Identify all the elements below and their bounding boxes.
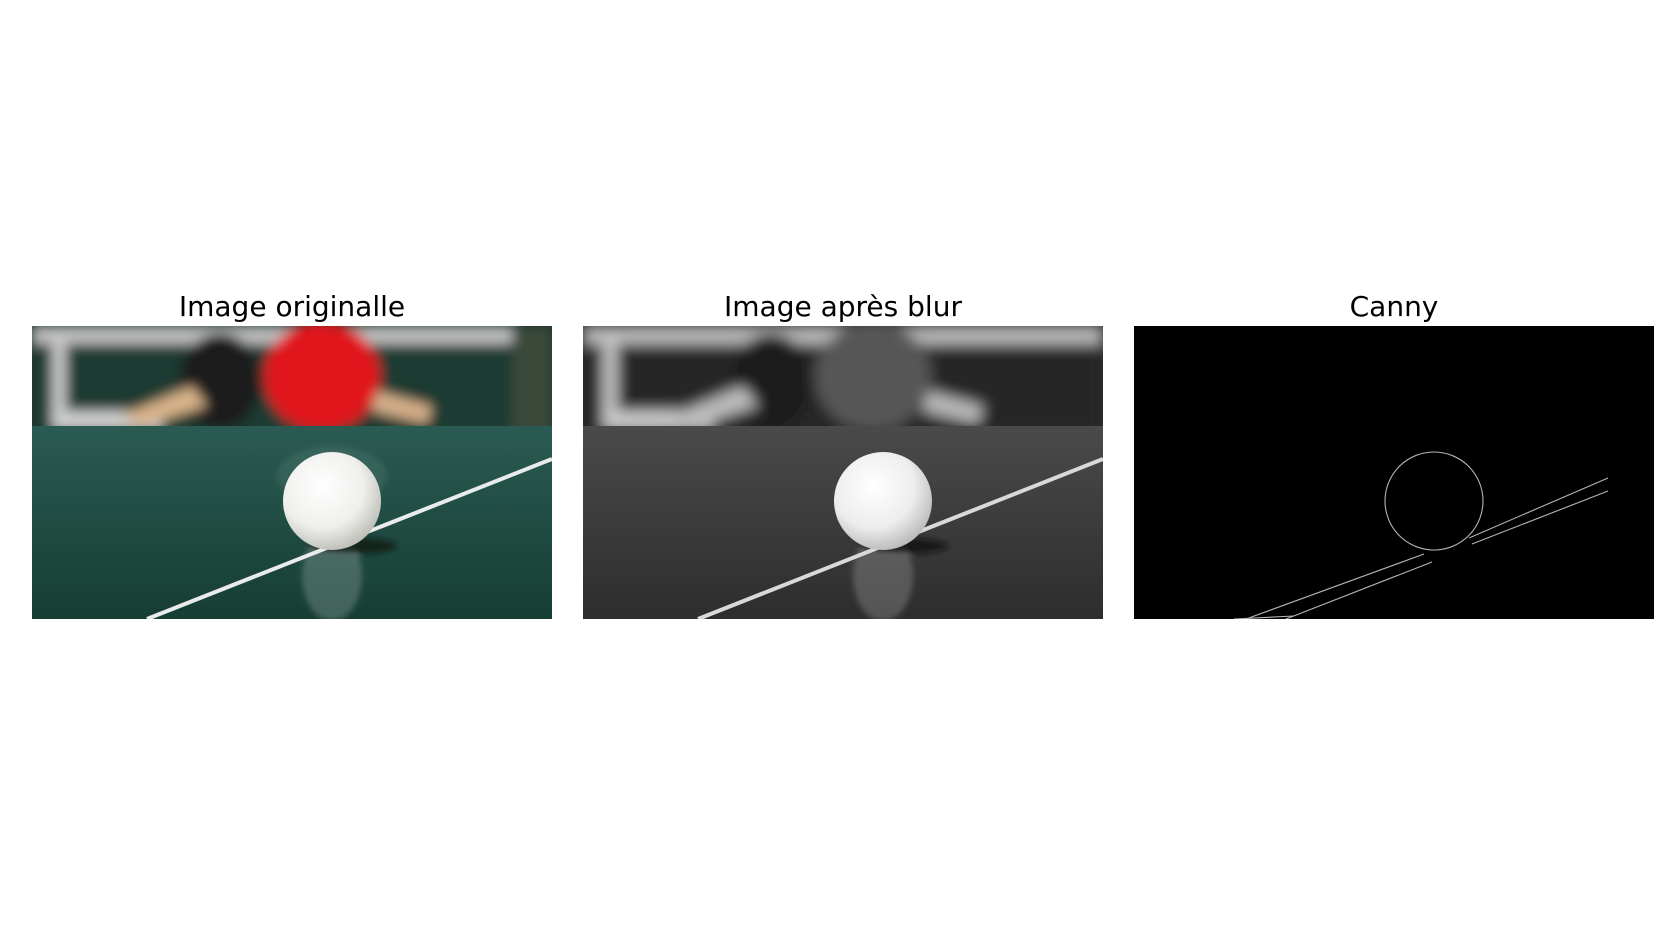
canny-image [1134, 326, 1654, 619]
ball [283, 452, 381, 550]
panel-title-blur: Image après blur [724, 290, 962, 323]
red-paddle [264, 326, 380, 431]
panel-title-original: Image originalle [178, 290, 406, 323]
background-scene-gray [583, 326, 1103, 436]
original-image [32, 326, 552, 619]
background-scene [32, 326, 552, 436]
blurred-image [583, 326, 1103, 619]
ball-gray [834, 452, 932, 550]
panel-title-canny: Canny [1349, 290, 1439, 323]
canny-edges [1233, 451, 1609, 619]
